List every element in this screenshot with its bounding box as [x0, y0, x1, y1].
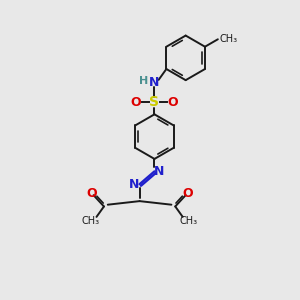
Text: O: O [168, 96, 178, 109]
Text: CH₃: CH₃ [220, 34, 238, 44]
Text: CH₃: CH₃ [82, 216, 100, 226]
Text: S: S [149, 95, 160, 110]
Text: O: O [131, 96, 141, 109]
Text: O: O [86, 187, 97, 200]
Text: CH₃: CH₃ [180, 216, 198, 226]
Text: N: N [154, 165, 165, 178]
Text: N: N [149, 76, 160, 89]
Text: N: N [129, 178, 140, 191]
Text: H: H [139, 76, 148, 86]
Text: O: O [182, 187, 193, 200]
